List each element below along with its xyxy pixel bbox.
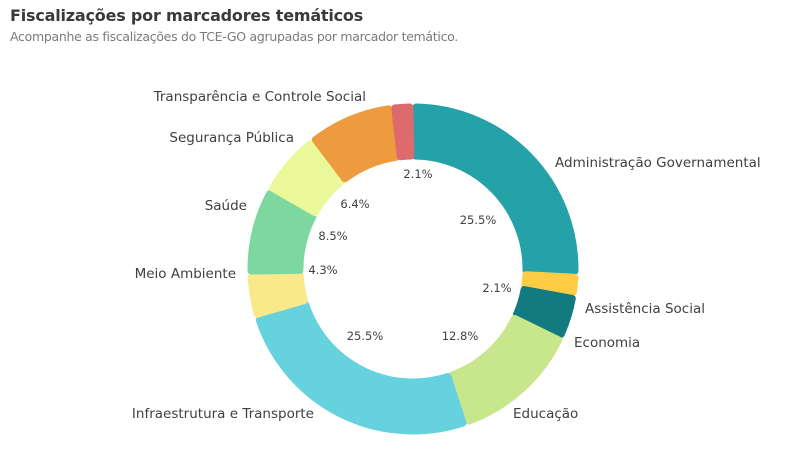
- donut-slice-saude[interactable]: [247, 190, 317, 275]
- chart-title: Fiscalizações por marcadores temáticos: [10, 6, 364, 25]
- slice-label-transparencia-e-controle-social: Transparência e Controle Social: [153, 89, 366, 105]
- donut-slice-administracao-governamental[interactable]: [411, 103, 579, 275]
- donut-slice-transparencia-e-controle-social[interactable]: [311, 105, 400, 183]
- value-label-saude: 8.5%: [318, 229, 347, 243]
- slice-label-seguranca-publica: Segurança Pública: [169, 130, 294, 146]
- donut-slice-unlabeled[interactable]: [391, 103, 415, 161]
- slice-label-economia: Economia: [574, 335, 640, 351]
- slice-label-educacao: Educação: [513, 406, 578, 422]
- value-label-meio-ambiente: 4.3%: [308, 263, 337, 277]
- slice-label-saude: Saúde: [205, 198, 247, 214]
- value-label-infraestrutura-e-transporte: 25.5%: [347, 329, 384, 343]
- donut-slice-seguranca-publica[interactable]: [269, 140, 345, 217]
- slice-label-infraestrutura-e-transporte: Infraestrutura e Transporte: [132, 406, 314, 422]
- value-label-unlabeled: 2.1%: [403, 167, 432, 181]
- value-label-administracao-governamental: 25.5%: [460, 213, 497, 227]
- value-label-seguranca-publica: 6.4%: [340, 197, 369, 211]
- donut-slice-meio-ambiente[interactable]: [247, 271, 308, 318]
- slice-label-administracao-governamental: Administração Governamental: [555, 155, 761, 171]
- chart-subtitle: Acompanhe as fiscalizações do TCE-GO agr…: [10, 29, 458, 44]
- value-label-educacao: 12.8%: [442, 329, 479, 343]
- donut-slice-economia[interactable]: [512, 286, 576, 338]
- donut-slice-infraestrutura-e-transporte[interactable]: [255, 301, 467, 435]
- chart-header: Fiscalizações por marcadores temáticos A…: [10, 6, 458, 44]
- slice-label-assistencia-social: Assistência Social: [585, 301, 705, 317]
- donut-slice-assistencia-social[interactable]: [521, 271, 579, 296]
- value-label-assistencia-social: 2.1%: [482, 281, 511, 295]
- donut-slice-educacao[interactable]: [448, 314, 563, 425]
- slice-label-meio-ambiente: Meio Ambiente: [135, 266, 236, 282]
